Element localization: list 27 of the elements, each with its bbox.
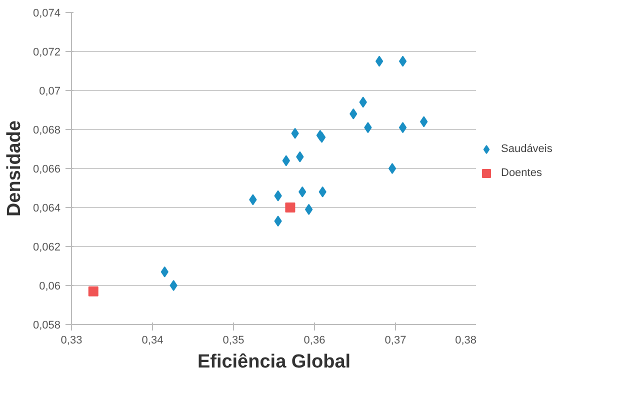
x-axis-title: Eficiência Global bbox=[197, 352, 351, 372]
y-tick-label: 0,058 bbox=[32, 320, 61, 332]
x-tick-label: 0,38 bbox=[455, 334, 477, 346]
point bbox=[304, 204, 313, 215]
x-tick-label: 0,37 bbox=[384, 334, 406, 346]
y-tick-label: 0,062 bbox=[32, 242, 61, 254]
y-axis-title: Densidade bbox=[4, 120, 25, 217]
x-tick-label: 0,35 bbox=[222, 334, 244, 346]
y-tick-label: 0,068 bbox=[32, 124, 61, 136]
point bbox=[285, 202, 296, 212]
y-tick-label: 0,072 bbox=[32, 46, 61, 58]
legend-label: Doentes bbox=[501, 166, 542, 178]
y-tick-label: 0,074 bbox=[32, 8, 61, 20]
point bbox=[170, 280, 178, 291]
y-tick-label: 0,07 bbox=[39, 86, 61, 98]
point bbox=[375, 56, 384, 67]
point bbox=[388, 163, 396, 174]
point bbox=[398, 56, 407, 67]
y-tick-label: 0,06 bbox=[39, 280, 61, 292]
x-tick-label: 0,36 bbox=[304, 334, 326, 346]
x-tick-label: 0,33 bbox=[60, 334, 82, 346]
y-tick-label: 0,066 bbox=[32, 164, 61, 176]
y-tick-label: 0,064 bbox=[32, 202, 61, 214]
point bbox=[88, 286, 98, 296]
point bbox=[398, 122, 407, 134]
legend-label: Saudáveis bbox=[501, 142, 552, 154]
x-tick-label: 0,34 bbox=[142, 334, 164, 346]
